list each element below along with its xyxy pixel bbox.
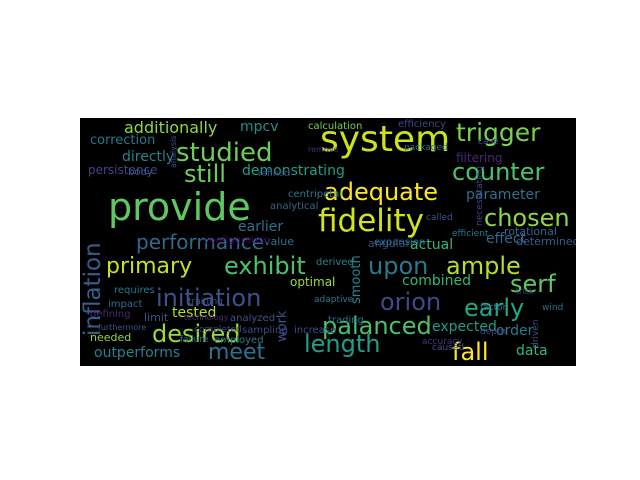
word: efficiency bbox=[398, 119, 447, 130]
word: value bbox=[264, 235, 295, 248]
word: actual bbox=[410, 237, 454, 253]
word: orion bbox=[380, 288, 442, 316]
word: accuracy bbox=[422, 337, 463, 347]
word: factor bbox=[480, 303, 507, 313]
word: angular bbox=[368, 237, 410, 250]
word: inflation bbox=[80, 242, 106, 336]
word: refined bbox=[258, 169, 290, 179]
word: data bbox=[516, 343, 548, 359]
word: analytical bbox=[270, 201, 319, 212]
word: wind bbox=[542, 303, 564, 313]
word: provide bbox=[108, 185, 251, 229]
word: analysis bbox=[169, 135, 178, 168]
word: mpcv bbox=[240, 119, 279, 135]
word: training bbox=[188, 297, 223, 307]
word: fidelity bbox=[318, 203, 425, 239]
word: effect bbox=[486, 231, 527, 247]
word: configuration bbox=[204, 235, 271, 246]
word: depth bbox=[480, 327, 507, 337]
word: expansion bbox=[374, 237, 426, 248]
word: analyzed bbox=[230, 313, 276, 324]
word: system bbox=[320, 119, 451, 160]
word: rotational bbox=[504, 225, 557, 238]
word: additionally bbox=[124, 118, 218, 137]
word: tested bbox=[172, 305, 217, 321]
word: ample bbox=[446, 252, 521, 280]
word: case bbox=[478, 137, 499, 147]
word: impact bbox=[108, 299, 143, 310]
word: limit bbox=[144, 311, 169, 324]
word: exhibit bbox=[224, 252, 306, 280]
word-cloud: system provide fidelity trigger studied … bbox=[80, 118, 576, 366]
word: counter bbox=[452, 158, 545, 186]
word: palanced bbox=[322, 312, 432, 340]
word: adequate bbox=[324, 178, 439, 206]
word: employed bbox=[214, 335, 264, 346]
word: directly bbox=[122, 149, 175, 165]
word: chosen bbox=[484, 204, 570, 232]
word: trading bbox=[328, 315, 364, 326]
word: performance bbox=[136, 230, 265, 254]
word: filtering bbox=[456, 151, 503, 165]
word: defining bbox=[90, 309, 131, 320]
word: increase bbox=[294, 325, 337, 336]
word: demonstrating bbox=[242, 163, 345, 179]
word: primary bbox=[106, 254, 193, 279]
word: failure bbox=[180, 335, 209, 345]
word: determined bbox=[516, 235, 576, 248]
word: expected bbox=[432, 319, 497, 335]
word: furthermore bbox=[98, 323, 147, 332]
word: needed bbox=[90, 331, 132, 344]
word: correction bbox=[90, 133, 156, 148]
word: order bbox=[496, 323, 534, 339]
word: initiation bbox=[156, 284, 262, 312]
word: driven bbox=[531, 319, 541, 348]
word: efficient bbox=[452, 229, 489, 239]
word: trigger bbox=[456, 118, 541, 147]
word: earlier bbox=[238, 219, 284, 235]
word: adaptive bbox=[314, 295, 354, 305]
word: calculation bbox=[308, 121, 363, 132]
word: persistence bbox=[88, 163, 158, 177]
word: called bbox=[426, 213, 453, 223]
word: sampling bbox=[242, 325, 288, 336]
word: length bbox=[304, 330, 381, 358]
word: requires bbox=[114, 285, 155, 296]
word: studied bbox=[176, 138, 273, 168]
word: necessitating bbox=[475, 165, 485, 226]
word: still bbox=[184, 160, 226, 188]
word: caused bbox=[432, 343, 465, 353]
word: fall bbox=[452, 338, 489, 366]
word: optimal bbox=[290, 275, 336, 289]
word: outperforms bbox=[94, 345, 181, 361]
word: completed bbox=[194, 325, 242, 335]
word: trick bbox=[516, 287, 534, 296]
word: technology bbox=[184, 313, 229, 322]
word: derived bbox=[316, 257, 354, 268]
word: early bbox=[464, 294, 525, 322]
word: meet bbox=[208, 340, 266, 365]
word: upon bbox=[368, 252, 429, 280]
word: serf bbox=[510, 270, 556, 298]
word: remove bbox=[308, 145, 339, 154]
word: packaged bbox=[404, 143, 448, 153]
word: desired bbox=[152, 320, 241, 348]
word: centripetal bbox=[288, 189, 343, 200]
word: parameter bbox=[466, 187, 540, 203]
word: body bbox=[128, 167, 153, 178]
word: combined bbox=[402, 273, 472, 289]
